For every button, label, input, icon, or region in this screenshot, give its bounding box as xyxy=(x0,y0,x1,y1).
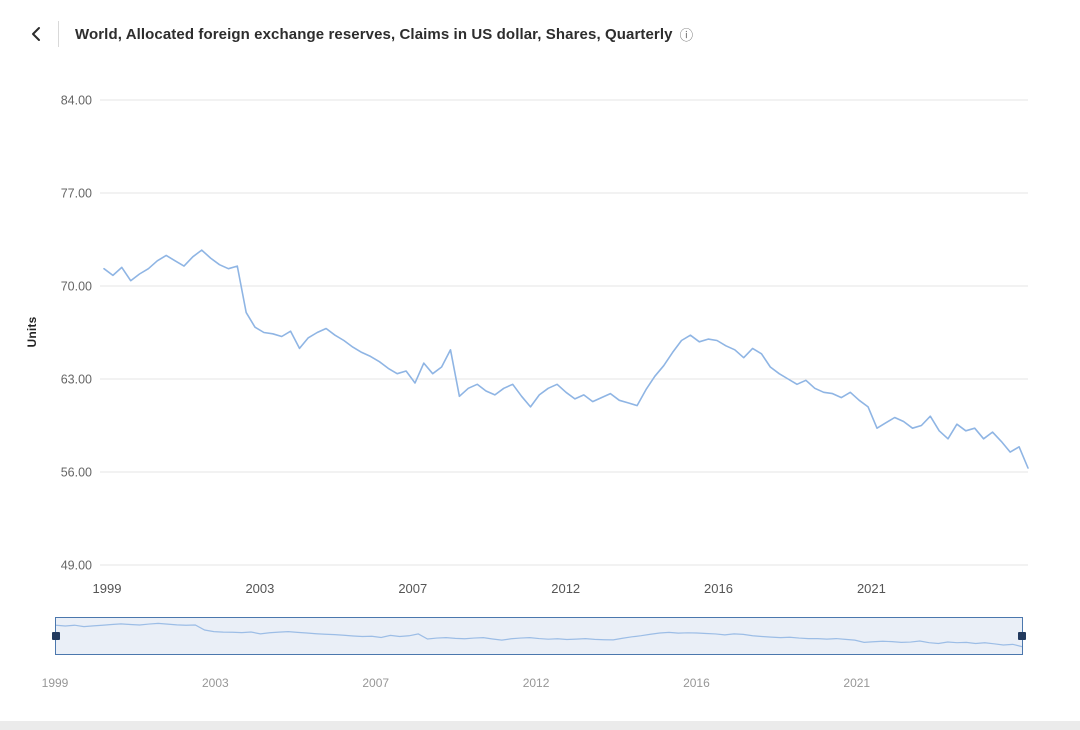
chevron-left-icon xyxy=(28,25,46,43)
navigator-x-tick-label: 2021 xyxy=(843,676,871,690)
page-title: World, Allocated foreign exchange reserv… xyxy=(75,25,673,43)
x-axis-tick-label: 1999 xyxy=(93,581,122,596)
navigator-series-line xyxy=(56,622,1022,648)
y-axis-title: Units xyxy=(25,316,39,348)
y-axis-tick-label: 84.00 xyxy=(61,94,92,108)
y-axis-tick-label: 63.00 xyxy=(61,373,92,387)
y-axis-tick-label: 49.00 xyxy=(61,559,92,573)
x-axis-tick-label: 2003 xyxy=(245,581,274,596)
y-axis-tick-label: 70.00 xyxy=(61,280,92,294)
header-divider xyxy=(58,21,59,47)
navigator-x-tick-label: 1999 xyxy=(41,676,69,690)
info-icon[interactable]: ⓘ xyxy=(679,28,694,44)
navigator-x-tick-label: 2007 xyxy=(362,676,390,690)
series-line xyxy=(103,249,1029,469)
navigator-axis-labels: 1999 2003 2007 2012 2016 2021 xyxy=(0,676,1080,692)
navigator-x-tick-label: 2012 xyxy=(522,676,550,690)
x-axis-tick-label: 2021 xyxy=(857,581,886,596)
back-button[interactable] xyxy=(24,21,50,47)
header: World, Allocated foreign exchange reserv… xyxy=(24,20,693,48)
x-axis-tick-label: 2016 xyxy=(704,581,733,596)
x-axis-tick-label: 2007 xyxy=(398,581,427,596)
horizontal-scrollbar[interactable] xyxy=(0,721,1080,730)
range-selector[interactable] xyxy=(52,617,1026,655)
navigator-x-tick-label: 2003 xyxy=(201,676,229,690)
y-axis-tick-label: 77.00 xyxy=(61,187,92,201)
navigator-right-handle[interactable] xyxy=(1018,632,1026,640)
x-axis-tick-label: 2012 xyxy=(551,581,580,596)
navigator-x-tick-label: 2016 xyxy=(683,676,710,690)
navigator-chart xyxy=(56,622,1022,648)
plot-area[interactable] xyxy=(100,100,1028,565)
navigator-left-handle[interactable] xyxy=(52,632,60,640)
y-axis-tick-label: 56.00 xyxy=(61,466,92,480)
